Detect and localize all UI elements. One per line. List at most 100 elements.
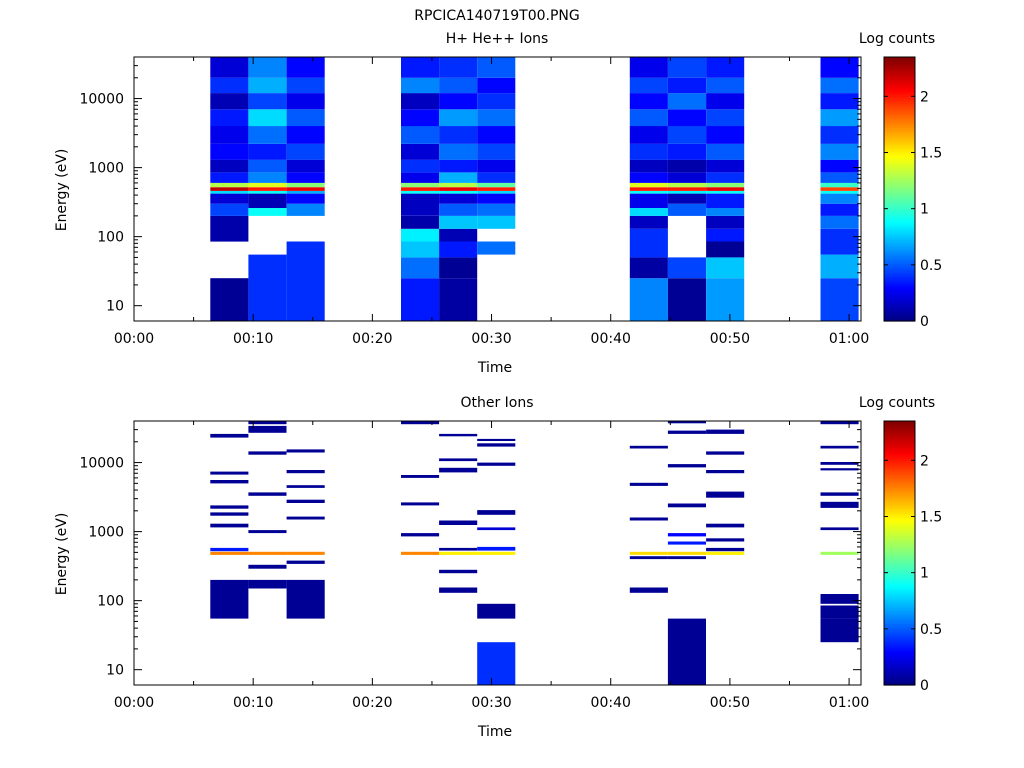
heatmap-cell — [477, 93, 516, 110]
colorbar-swatch — [884, 438, 915, 442]
colorbar-swatch — [884, 570, 915, 574]
heatmap-cell — [286, 172, 325, 183]
colorbar-swatch — [884, 566, 915, 569]
heatmap-cell — [401, 182, 440, 188]
heatmap-cell — [667, 556, 706, 560]
heatmap-cell — [667, 541, 706, 545]
heatmap-cell — [248, 190, 287, 194]
heatmap-cell — [820, 594, 859, 604]
heatmap-cell — [820, 468, 859, 471]
heatmap-cell — [706, 523, 745, 528]
colorbar-swatch — [884, 511, 915, 514]
colorbar-swatch — [884, 175, 915, 179]
colorbar-swatch — [884, 592, 915, 596]
heatmap-cell — [401, 109, 440, 127]
colorbar-swatch — [884, 103, 915, 106]
heatmap-cell — [248, 530, 287, 534]
heatmap-cell — [439, 257, 478, 279]
heatmap-cell — [439, 57, 478, 78]
colorbar-swatch — [884, 517, 915, 521]
colorbar-swatch — [884, 131, 915, 135]
heatmap-cell — [439, 569, 478, 574]
heatmap-cell — [248, 492, 287, 496]
heatmap-cell — [210, 187, 249, 191]
x-tick-label: 00:20 — [352, 695, 392, 711]
colorbar-swatch — [884, 151, 915, 155]
colorbar-swatch — [884, 528, 915, 532]
colorbar-swatch — [884, 491, 915, 495]
colorbar-swatch — [884, 81, 915, 84]
heatmap-cell — [477, 159, 516, 173]
colorbar-swatch — [884, 281, 915, 285]
heatmap-cell — [477, 126, 516, 144]
heatmap-cell — [401, 278, 440, 321]
colorbar-swatch — [884, 669, 915, 673]
colorbar-swatch — [884, 515, 915, 519]
colorbar-swatch — [884, 171, 915, 175]
heatmap-cell — [286, 449, 325, 453]
colorbar-swatch — [884, 120, 915, 124]
colorbar-swatch — [884, 542, 915, 545]
x-tick-label: 00:00 — [114, 331, 154, 347]
heatmap-cell — [820, 182, 859, 188]
heatmap-cell — [401, 502, 440, 506]
colorbar-swatch — [884, 649, 915, 653]
colorbar-swatch — [884, 303, 915, 307]
heatmap-cell — [439, 458, 478, 462]
colorbar-swatch — [884, 443, 915, 446]
colorbar-swatch — [884, 90, 915, 93]
heatmap-cell — [248, 451, 287, 455]
heatmap-cell — [706, 182, 745, 188]
heatmap-cell — [820, 190, 859, 194]
heatmap-cell — [667, 126, 706, 144]
heatmap-cell — [286, 560, 325, 564]
colorbar-swatch — [884, 94, 915, 98]
colorbar-swatch — [884, 608, 915, 611]
colorbar-swatch — [884, 158, 915, 161]
colorbar-swatch — [884, 186, 915, 190]
heatmap-cell — [439, 228, 478, 242]
colorbar-swatch — [884, 601, 915, 605]
colorbar-swatch — [884, 259, 915, 263]
x-tick-label: 00:40 — [591, 695, 631, 711]
colorbar-swatch — [884, 427, 915, 431]
heatmap-cell — [439, 193, 478, 204]
colorbar-swatch — [884, 454, 915, 457]
colorbar-swatch — [884, 208, 915, 212]
heatmap-cell — [248, 579, 287, 589]
colorbar-swatch — [884, 261, 915, 265]
colorbar-swatch — [884, 252, 915, 256]
colorbar-swatch — [884, 246, 915, 249]
x-tick-label: 00:50 — [710, 331, 750, 347]
heatmap-cell — [439, 467, 478, 473]
heatmap-cell — [286, 144, 325, 160]
heatmap-cell — [286, 516, 325, 520]
colorbar-swatch — [884, 63, 915, 67]
heatmap-cell — [667, 159, 706, 173]
colorbar-swatch — [884, 266, 915, 269]
colorbar-swatch — [884, 125, 915, 128]
colorbar-swatch — [884, 83, 915, 87]
colorbar-swatch — [884, 244, 915, 247]
colorbar-swatch — [884, 434, 915, 437]
colorbar-label: Log counts — [859, 395, 935, 411]
heatmap-cell — [401, 159, 440, 173]
colorbar-swatch — [884, 239, 915, 243]
heatmap-cell — [706, 470, 745, 474]
colorbar-swatch — [884, 241, 915, 245]
heatmap-cell — [820, 492, 859, 496]
heatmap-cell — [210, 471, 249, 475]
heatmap-cell — [439, 190, 478, 194]
colorbar-swatch — [884, 127, 915, 131]
colorbar-swatch — [884, 318, 915, 322]
heatmap-cell — [477, 187, 516, 191]
colorbar-swatch — [884, 76, 915, 80]
heatmap-cell — [706, 193, 745, 208]
colorbar-swatch — [884, 469, 915, 473]
colorbar-tick-label: 1.5 — [920, 509, 942, 525]
heatmap-cell — [477, 241, 516, 255]
heatmap-cell — [706, 491, 745, 498]
heatmap-cell — [477, 443, 516, 447]
colorbar-swatch — [884, 502, 915, 506]
